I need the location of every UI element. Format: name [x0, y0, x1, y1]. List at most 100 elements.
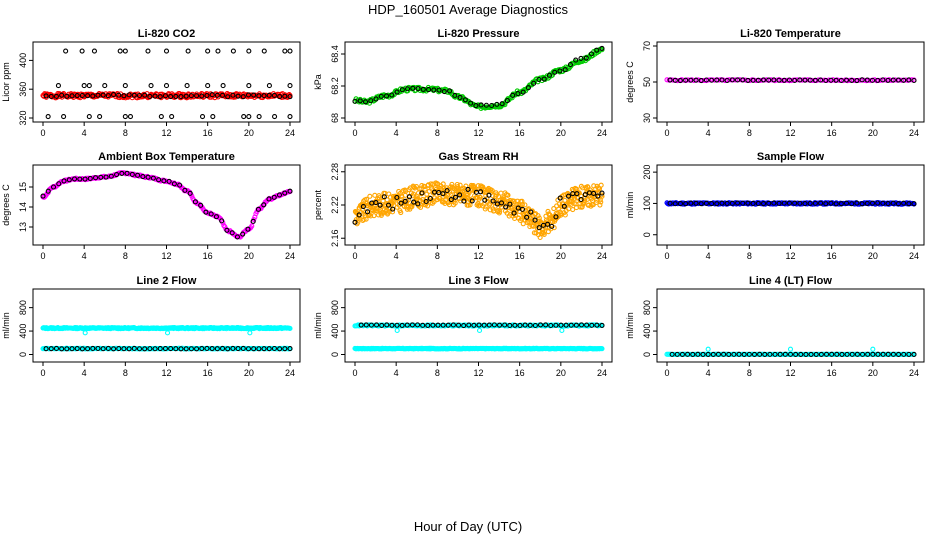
data-point-black — [121, 93, 127, 99]
data-point-black-high — [122, 48, 128, 54]
y-tick-label: 400 — [18, 53, 28, 68]
data-point-black — [203, 209, 209, 215]
data-point-black — [420, 86, 426, 92]
data-point-black — [430, 322, 436, 328]
data-point-black — [224, 227, 230, 233]
data-point-black — [461, 198, 467, 204]
data-point-orange — [519, 201, 525, 208]
x-tick-label: 16 — [515, 128, 525, 138]
data-point-orange — [597, 202, 603, 208]
data-point-black-low — [45, 114, 51, 120]
data-point-black — [828, 200, 834, 206]
data-point-black — [527, 322, 533, 328]
data-point-black — [74, 345, 80, 352]
data-point-black — [688, 200, 694, 206]
data-point-black — [599, 322, 605, 328]
data-point-orange — [495, 194, 502, 200]
data-point-black — [823, 351, 830, 357]
x-tick-label: 20 — [244, 251, 254, 261]
data-point-black-mid — [163, 83, 170, 89]
data-point-black — [271, 194, 277, 200]
data-point-black — [574, 191, 580, 197]
data-point-black — [532, 322, 538, 329]
panel-rh: Gas Stream RH percent 0 4 8 12 16 20 24 2.16 2.22 2… — [313, 151, 613, 261]
data-point-orange — [511, 198, 517, 204]
data-point-black — [709, 77, 715, 83]
data-point-orange — [521, 211, 527, 217]
x-tick-label: 0 — [352, 128, 357, 138]
data-point-black — [147, 93, 153, 100]
y-axis-label: degrees C — [1, 184, 11, 226]
y-tick-label: 50 — [642, 77, 652, 87]
data-point-black — [685, 351, 691, 357]
data-point-black — [854, 78, 860, 84]
data-point-black — [537, 322, 544, 328]
data-point-black — [466, 322, 472, 328]
data-point-black — [90, 93, 96, 99]
data-point-black — [362, 99, 369, 105]
data-point-orange — [477, 194, 483, 200]
panel-title: Ambient Box Temperature — [98, 151, 235, 163]
data-point-black-low — [272, 114, 278, 120]
data-point-black — [757, 351, 763, 357]
data-point-black-high — [185, 48, 191, 54]
data-point-black — [287, 188, 293, 194]
data-point-black — [194, 346, 200, 352]
data-point-black — [558, 322, 564, 328]
data-point-black — [255, 206, 262, 212]
data-point-black — [797, 77, 803, 83]
data-point-black — [426, 87, 432, 93]
data-point-black — [352, 98, 358, 104]
data-point-black — [491, 322, 497, 328]
data-point-black — [589, 322, 595, 328]
y-axis-label: percent — [313, 189, 323, 220]
data-point-cyan-high — [287, 325, 293, 332]
data-point-black — [74, 92, 80, 99]
data-point-black — [875, 200, 881, 206]
data-point-black — [419, 190, 425, 196]
x-tick-label: 4 — [394, 368, 399, 378]
data-point-black — [90, 345, 96, 352]
data-point-orange — [443, 196, 449, 202]
data-point-black — [147, 346, 153, 352]
data-point-black — [724, 200, 730, 206]
data-point-black — [271, 345, 277, 352]
data-point-black — [896, 351, 902, 357]
data-point-black — [490, 198, 496, 204]
data-point-black — [772, 351, 778, 357]
data-point-black — [499, 101, 505, 107]
data-point-orange — [385, 210, 391, 216]
data-point-black — [373, 200, 379, 206]
data-point-black — [478, 102, 484, 108]
data-point-black — [152, 346, 158, 352]
x-tick-label: 12 — [473, 368, 483, 378]
data-point-black-high — [79, 48, 85, 54]
data-point-black — [229, 230, 235, 236]
data-point-black — [771, 77, 777, 83]
y-tick-label: 68 — [330, 113, 340, 123]
y-tick-label: 800 — [18, 300, 28, 315]
data-point-black — [214, 346, 220, 352]
data-point-black — [476, 322, 482, 328]
data-point-black — [690, 351, 696, 357]
x-tick-label: 8 — [435, 368, 440, 378]
data-point-black — [578, 55, 584, 61]
data-point-black — [584, 322, 590, 328]
data-point-cyan-spikes — [870, 346, 876, 352]
data-point-black-high — [163, 48, 170, 54]
data-point-black — [478, 189, 484, 195]
data-point-black — [69, 93, 75, 99]
data-point-black — [672, 77, 678, 83]
panel-line4: Line 4 (LT) Flow ml/min 0 4 8 12 16 20 24 0 400 800 — [625, 275, 925, 378]
x-tick-label: 12 — [785, 251, 795, 261]
data-point-black — [563, 322, 569, 328]
data-point-black — [219, 218, 225, 224]
data-point-black — [726, 351, 732, 357]
data-point-black — [714, 77, 720, 83]
data-point-black — [245, 92, 252, 98]
data-point-black — [568, 322, 574, 328]
data-point-black — [875, 77, 881, 83]
data-point-black — [677, 201, 684, 207]
data-point-black — [781, 77, 787, 83]
data-point-black — [486, 192, 492, 198]
